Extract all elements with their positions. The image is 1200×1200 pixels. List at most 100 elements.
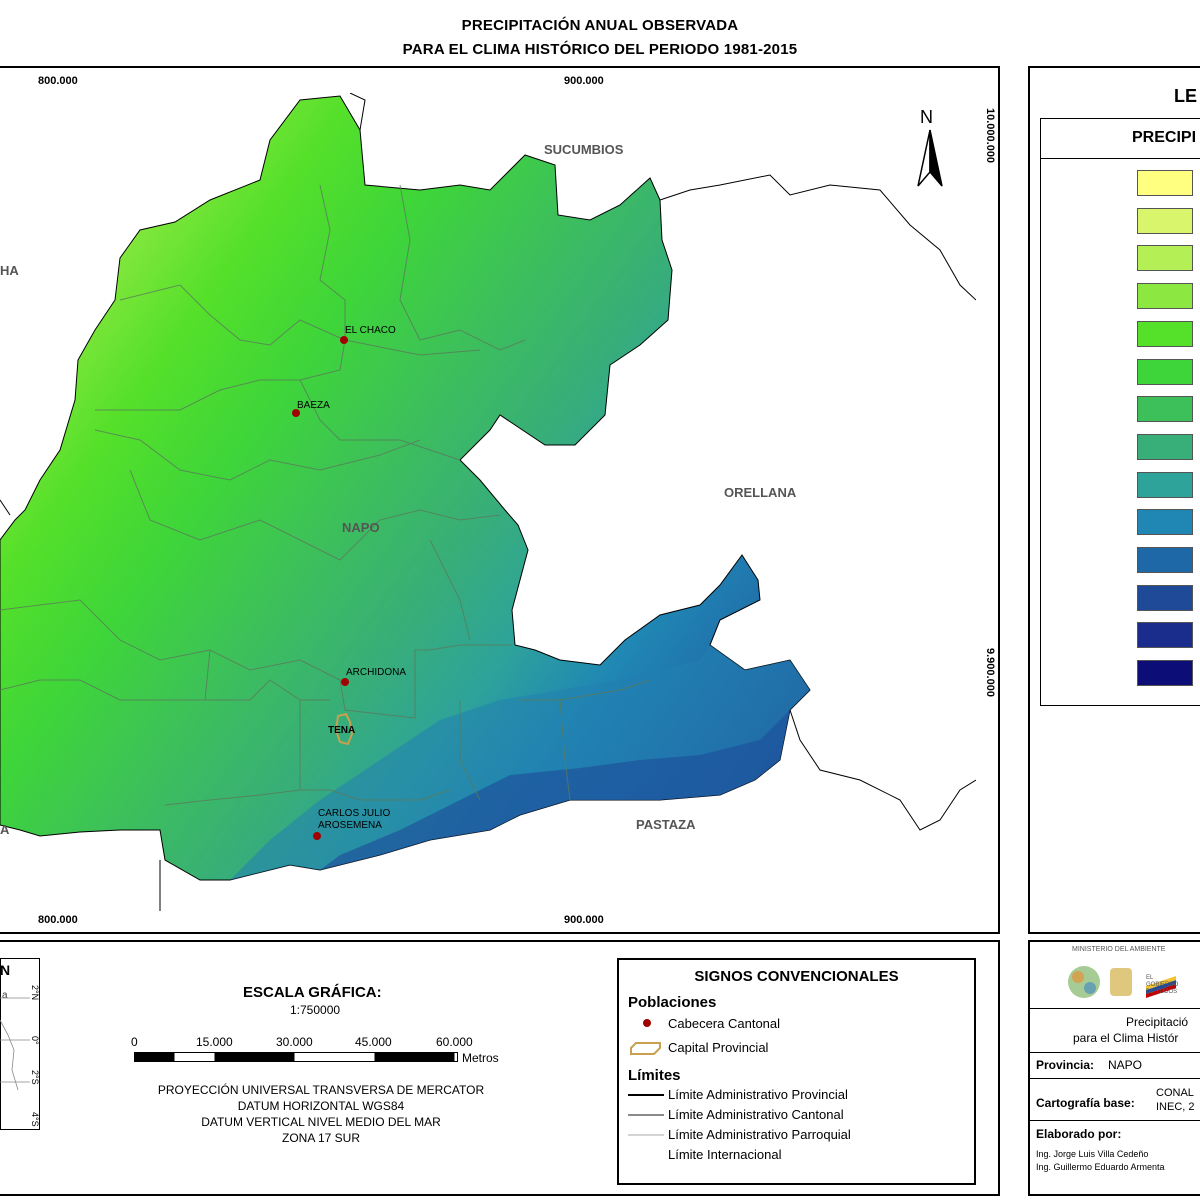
town-label-archidona: ARCHIDONA xyxy=(346,667,407,678)
legend-swatch xyxy=(1137,245,1193,272)
town-markers xyxy=(292,336,354,840)
info-divider-4 xyxy=(1030,1120,1200,1121)
legend-swatch xyxy=(1137,509,1193,536)
gob-text-2: GOBIERNO xyxy=(1146,982,1179,988)
town-dot-archidona xyxy=(341,678,349,686)
legend-swatch xyxy=(1137,471,1193,498)
sign-lim-cant: Límite Administrativo Cantonal xyxy=(668,1107,844,1122)
precip-band-blue xyxy=(230,645,810,880)
scale-tick-0: 0 xyxy=(131,1035,138,1049)
coord-top-900: 900.000 xyxy=(564,75,604,87)
info-divider-3 xyxy=(1030,1078,1200,1079)
signs-limites: Límites xyxy=(628,1067,681,1084)
signs-box xyxy=(617,958,976,1185)
sign-cabecera: Cabecera Cantonal xyxy=(668,1016,781,1031)
sign-lim-parr: Límite Administrativo Parroquial xyxy=(668,1127,851,1142)
capital-tena-shape xyxy=(334,712,354,746)
gob-text-3: DE TODOS xyxy=(1146,989,1178,995)
legend-swatch xyxy=(1137,283,1193,310)
inset-map xyxy=(0,958,40,1130)
sign-capital: Capital Provincial xyxy=(668,1040,769,1055)
legend-swatch xyxy=(1137,584,1193,611)
signs-poblaciones: Poblaciones xyxy=(628,994,717,1011)
legend-swatch xyxy=(1137,433,1193,460)
signs-title: SIGNOS CONVENCIONALES xyxy=(694,968,899,985)
inset-grid xyxy=(0,997,30,1091)
inset-side-text: a xyxy=(2,990,8,1001)
town-dot-carlos xyxy=(313,832,321,840)
map-title-line2: PARA EL CLIMA HISTÓRICO DEL PERIODO 1981… xyxy=(402,41,798,58)
ministry-label: MINISTERIO DEL AMBIENTE xyxy=(1072,946,1166,953)
town-dot-el-chaco xyxy=(340,336,348,344)
sign-lim-prov: Límite Administrativo Provincial xyxy=(668,1087,848,1102)
flag-stripes-icon xyxy=(1146,984,1176,998)
main-map-frame xyxy=(0,66,1000,934)
north-label: N xyxy=(920,107,933,127)
provincia-value: NAPO xyxy=(1108,1058,1143,1072)
legend-swatch xyxy=(1137,170,1193,196)
provincia-label: Provincia: xyxy=(1036,1058,1095,1072)
legend-swatch xyxy=(1137,320,1193,347)
elab-name-1: Ing. Jorge Luis Villa Cedeño xyxy=(1036,1149,1149,1159)
carto-value-2: INEC, 2 xyxy=(1156,1101,1195,1113)
town-label-tena: TENA xyxy=(328,725,356,736)
label-orellana: ORELLANA xyxy=(724,485,797,500)
elab-name-2: Ing. Guillermo Eduardo Armenta xyxy=(1036,1162,1165,1172)
town-label-el-chaco: EL CHACO xyxy=(345,325,396,336)
elab-label: Elaborado por: xyxy=(1036,1127,1122,1141)
legend-swatch xyxy=(1137,396,1193,423)
label-left-top: HA xyxy=(0,263,19,278)
coord-bottom-800: 800.000 xyxy=(38,914,78,926)
coord-bottom-900: 900.000 xyxy=(564,914,604,926)
legend-swatch xyxy=(1137,547,1193,573)
proj-line-1: PROYECCIÓN UNIVERSAL TRANSVERSA DE MERCA… xyxy=(157,1083,485,1097)
carto-value-1: CONAL xyxy=(1156,1087,1194,1099)
legend-title: LE xyxy=(1174,86,1198,106)
carto-label: Cartografía base: xyxy=(1036,1096,1135,1110)
town-dot-baeza xyxy=(292,409,300,417)
scale-tick-1: 15.000 xyxy=(196,1035,233,1049)
legend-swatch xyxy=(1137,207,1193,234)
precip-band-dark xyxy=(320,710,790,870)
scale-tick-2: 30.000 xyxy=(276,1035,313,1049)
inset-frame xyxy=(0,940,1000,1196)
proj-line-3: DATUM VERTICAL NIVEL MEDIO DEL MAR xyxy=(201,1115,441,1129)
logos xyxy=(1068,966,1176,998)
inset-lat-0: 2°N xyxy=(30,985,40,1001)
info-desc-2: para el Clima Histór xyxy=(1073,1031,1179,1045)
scale-tick-3: 45.000 xyxy=(355,1035,392,1049)
town-label-carlos-2: AROSEMENA xyxy=(318,820,382,831)
proj-line-4: ZONA 17 SUR xyxy=(281,1131,361,1145)
legend-frame xyxy=(1028,66,1200,934)
inset-north-label: N xyxy=(0,962,11,978)
info-divider-1 xyxy=(1030,1008,1200,1009)
scale-bar xyxy=(134,1052,458,1062)
scale-tick-4: 60.000 xyxy=(436,1035,473,1049)
town-label-carlos-1: CARLOS JULIO xyxy=(318,808,391,819)
info-divider-2 xyxy=(1030,1052,1200,1053)
tree-logo-icon xyxy=(1068,966,1100,998)
coord-top-800: 800.000 xyxy=(38,75,78,87)
north-arrow-icon xyxy=(917,129,943,187)
legend-swatch xyxy=(1137,660,1193,687)
town-label-baeza: BAEZA xyxy=(297,400,330,411)
scale-title: ESCALA GRÁFICA: xyxy=(243,984,382,1001)
gob-text-1: EL xyxy=(1146,975,1154,981)
legend-swatch xyxy=(1137,622,1193,649)
legend-divider xyxy=(1040,158,1200,159)
scale-units: Metros xyxy=(462,1051,499,1065)
legend-subtitle: PRECIPI xyxy=(1132,129,1197,146)
label-napo: NAPO xyxy=(342,520,380,535)
proj-line-2: DATUM HORIZONTAL WGS84 xyxy=(237,1099,405,1113)
scale-ratio: 1:750000 xyxy=(290,1003,341,1017)
precipitation-map xyxy=(0,93,976,911)
label-sucumbios: SUCUMBIOS xyxy=(544,142,624,157)
shield-logo-icon xyxy=(1110,968,1132,996)
legend-box xyxy=(1040,118,1200,706)
info-frame xyxy=(1028,940,1200,1196)
map-title-line1: PRECIPITACIÓN ANUAL OBSERVADA xyxy=(461,17,739,34)
label-pastaza: PASTAZA xyxy=(636,817,696,832)
signs-symbols xyxy=(628,1019,664,1136)
legend-swatch xyxy=(1137,358,1193,385)
sign-lim-int: Límite Internacional xyxy=(668,1147,782,1162)
